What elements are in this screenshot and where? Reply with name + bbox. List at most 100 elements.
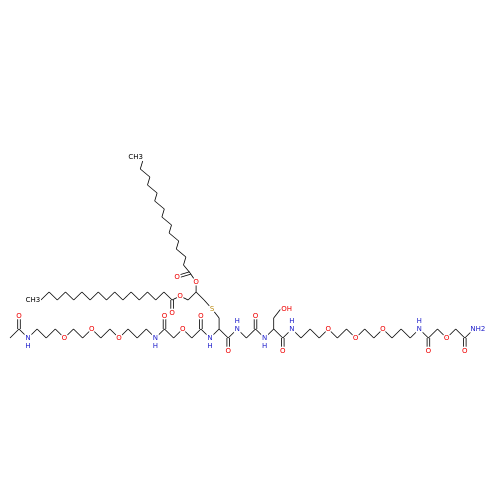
atom-label: O (177, 292, 183, 300)
bond (64, 328, 74, 339)
bond (183, 256, 187, 266)
bond (218, 328, 229, 339)
bond (195, 291, 205, 301)
atom-label: H (262, 342, 267, 350)
bond (382, 328, 393, 339)
bond (337, 328, 347, 339)
bond (191, 328, 202, 339)
bond (73, 328, 83, 339)
bond (98, 291, 107, 301)
atom-label: O (174, 273, 180, 281)
bond (355, 328, 365, 339)
atom-label: O (162, 312, 168, 320)
bond (147, 176, 151, 186)
bond (65, 291, 74, 301)
bond (400, 328, 411, 339)
bond (168, 232, 179, 242)
bond (109, 328, 120, 339)
bond (237, 328, 247, 339)
bond (227, 328, 238, 339)
bond (100, 328, 111, 339)
atom-label: CH3 (128, 153, 143, 161)
bond (130, 291, 140, 301)
bond (428, 328, 438, 339)
bond (164, 328, 174, 339)
atom-label: O (116, 334, 122, 342)
atom-label: H (289, 317, 294, 325)
bond (48, 291, 58, 301)
atom-label: N (153, 334, 158, 342)
bond (173, 328, 183, 339)
bond (446, 328, 456, 339)
bond (391, 328, 402, 339)
bond (122, 291, 132, 301)
bond (180, 273, 191, 278)
atom-label: O (89, 325, 95, 333)
atom-label: H (235, 317, 240, 325)
atom-label: N (289, 325, 294, 333)
bonds (9, 160, 475, 348)
atom-label: O (326, 325, 332, 333)
bond (182, 328, 193, 339)
bond (455, 328, 466, 339)
bond (154, 200, 165, 210)
bond (73, 291, 83, 301)
bond (203, 299, 213, 310)
bond (273, 308, 282, 319)
bond (81, 291, 91, 301)
atom-label: O (253, 312, 259, 320)
atom-label: O (169, 309, 175, 317)
bond (187, 291, 197, 301)
atom-label: H (153, 342, 158, 350)
bond (464, 328, 475, 339)
bond (175, 240, 180, 250)
atom-label: OH (281, 305, 292, 313)
bond (176, 248, 187, 258)
bond (36, 328, 47, 339)
atom-label: H (417, 317, 422, 325)
atom-label: O (16, 312, 22, 320)
atom-label: O (193, 278, 199, 286)
bond (57, 291, 66, 301)
bond (127, 328, 138, 339)
bond (9, 328, 20, 339)
bond (189, 272, 197, 283)
atom-label: H (207, 342, 212, 350)
bond (147, 184, 158, 194)
atom-label: O (353, 334, 359, 342)
atom-label: N (235, 325, 240, 333)
bond (437, 328, 447, 339)
bond (40, 291, 50, 301)
bond (211, 308, 220, 319)
bond (179, 271, 190, 276)
atom-label: O (198, 312, 204, 320)
atom-label: O (380, 325, 386, 333)
bond (161, 208, 165, 218)
bond (147, 291, 156, 301)
bond (282, 328, 293, 339)
atom-label: N (262, 334, 267, 342)
bond (136, 328, 147, 339)
bond (309, 328, 320, 339)
bond (209, 328, 220, 339)
bond (146, 328, 156, 339)
atom-label: O (180, 325, 186, 333)
bond (419, 328, 429, 339)
bond (155, 291, 165, 301)
bond (89, 291, 99, 301)
atom-label: N (25, 334, 30, 342)
atom-label: O (462, 347, 468, 355)
bond (82, 328, 92, 339)
bond (139, 160, 144, 170)
atom-label: O (280, 347, 286, 355)
bond (18, 328, 29, 339)
bond (161, 216, 172, 226)
bond (264, 328, 274, 339)
bond (291, 328, 302, 339)
bond (91, 328, 102, 339)
bond (200, 328, 211, 339)
bond (154, 192, 158, 202)
bond (171, 295, 181, 301)
